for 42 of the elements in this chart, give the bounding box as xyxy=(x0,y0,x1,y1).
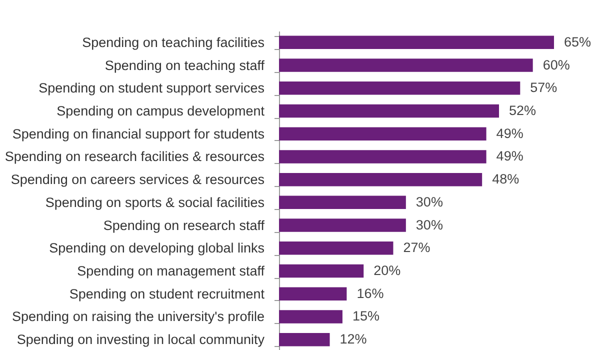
data-label: 30% xyxy=(416,194,443,210)
bar xyxy=(279,127,486,140)
bar xyxy=(279,58,533,72)
y-tick-label: Spending on raising the university's profile xyxy=(12,309,264,324)
bar xyxy=(279,242,394,255)
y-tick-label: Spending on management staff xyxy=(77,264,265,278)
y-tick-label: Spending on teaching facilities xyxy=(82,34,265,50)
data-label: 16% xyxy=(356,286,384,301)
bar xyxy=(279,310,342,324)
y-tick-label: Spending on research facilities & resources xyxy=(4,149,265,164)
y-tick-label: Spending on financial support for students xyxy=(12,126,265,142)
data-label: 49% xyxy=(496,148,524,164)
bar xyxy=(279,196,406,210)
data-label: 48% xyxy=(492,172,520,187)
data-label: 20% xyxy=(374,263,401,278)
y-tick-label: Spending on campus development xyxy=(56,104,265,118)
y-tick-label: Spending on research staff xyxy=(103,218,265,233)
bar xyxy=(279,218,406,232)
y-tick-label: Spending on student support services xyxy=(38,80,265,96)
bar xyxy=(279,82,520,95)
bar xyxy=(279,172,482,186)
y-tick-label: Spending on investing in local community xyxy=(16,332,265,348)
data-label: 49% xyxy=(496,126,524,141)
y-tick-label: Spending on developing global links xyxy=(49,240,265,256)
y-tick-label: Spending on sports & social facilities xyxy=(45,194,265,210)
y-tick-label: Spending on teaching staff xyxy=(104,58,265,73)
bar xyxy=(279,104,499,118)
data-label: 65% xyxy=(564,34,592,50)
data-label: 57% xyxy=(530,80,558,96)
data-label: 27% xyxy=(403,240,430,256)
bar xyxy=(279,287,347,300)
y-tick-label: Spending on student recruitment xyxy=(69,286,265,302)
data-label: 15% xyxy=(352,308,380,324)
bar xyxy=(279,264,364,278)
bar xyxy=(279,150,486,164)
y-tick-label: Spending on careers services & resources xyxy=(10,172,265,188)
data-label: 60% xyxy=(542,57,570,72)
bar xyxy=(279,36,554,50)
data-label: 12% xyxy=(340,332,367,347)
bar xyxy=(279,332,330,346)
data-label: 30% xyxy=(416,217,443,232)
data-label: 52% xyxy=(509,103,536,118)
